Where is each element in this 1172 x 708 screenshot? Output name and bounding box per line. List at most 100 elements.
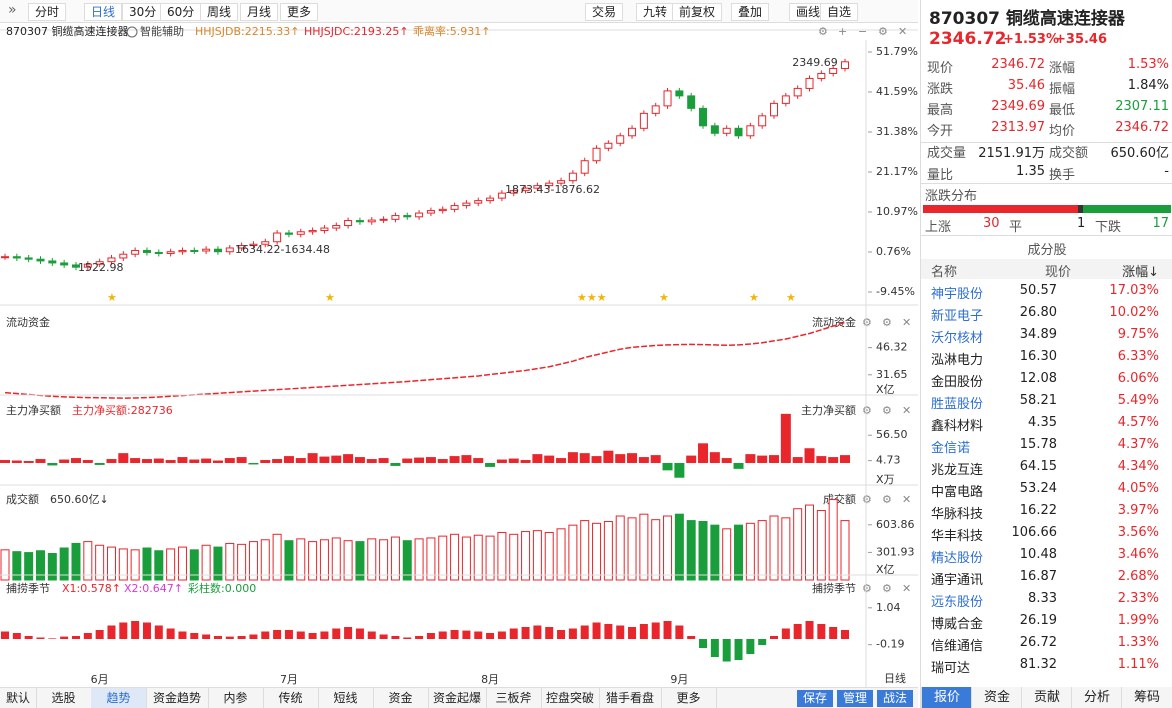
bottom-tab[interactable]: 短线 — [318, 688, 374, 708]
bottom-tab[interactable]: 传统 — [263, 688, 319, 708]
price-annotation: 1522.98 — [78, 261, 124, 274]
bottom-tab[interactable]: 选股 — [36, 688, 92, 708]
component-name[interactable]: 远东股份 — [931, 595, 984, 610]
volume-bar — [639, 513, 649, 581]
net-buy-bar — [425, 457, 436, 463]
candle-body — [284, 232, 293, 235]
toolbar-button[interactable]: 前复权 — [672, 3, 723, 21]
net-buy-bar — [23, 461, 34, 463]
toolbar-button[interactable]: 交易 — [585, 3, 624, 21]
flat-count: 1 — [1077, 216, 1086, 231]
field-label: 涨跌 — [927, 82, 954, 97]
volume-bar — [355, 541, 365, 581]
toolbar-button[interactable]: 60分 — [160, 3, 202, 21]
toolbar-button[interactable]: 周线 — [200, 3, 239, 21]
component-pct: 5.49% — [1117, 393, 1159, 408]
stock-title: 870307 铜缆高速连接器 — [929, 9, 1125, 29]
component-name[interactable]: 通宇通讯 — [931, 573, 984, 588]
component-name[interactable]: 华丰科技 — [931, 529, 984, 544]
collapse-icon[interactable]: » — [8, 2, 17, 18]
volume-bar — [461, 536, 471, 581]
season-bar — [474, 631, 483, 639]
components-title: 成分股 — [1027, 243, 1067, 258]
right-tab[interactable]: 资金 — [971, 687, 1022, 708]
distribution-bar — [1083, 205, 1171, 213]
volume-bar — [473, 534, 483, 581]
component-price: 10.48 — [1019, 547, 1057, 562]
toolbar-button[interactable]: 九转 — [636, 3, 675, 21]
toolbar-button[interactable]: 30分 — [122, 3, 164, 21]
bottom-action[interactable]: 管理 — [837, 690, 873, 707]
component-name[interactable]: 鑫科材料 — [931, 419, 984, 434]
right-tab[interactable]: 分析 — [1071, 687, 1122, 708]
toolbar-button[interactable]: 日线 — [84, 3, 123, 21]
y-tick-label: 603.86 — [876, 518, 915, 531]
net-buy-bar — [201, 458, 212, 463]
bottom-tab[interactable]: 更多 — [661, 688, 717, 708]
component-name[interactable]: 胜蓝股份 — [931, 397, 984, 412]
right-tab[interactable]: 贡献 — [1021, 687, 1072, 708]
stat-value: 1.35 — [1016, 164, 1045, 179]
bottom-tab[interactable]: 默认 — [0, 688, 37, 708]
component-name[interactable]: 华脉科技 — [931, 507, 984, 522]
net-buy-bar — [212, 460, 223, 463]
header-pct[interactable]: 涨幅↓ — [1122, 265, 1159, 280]
toolbar-button[interactable]: 更多 — [280, 3, 319, 21]
component-name[interactable]: 新亚电子 — [931, 309, 984, 324]
bottom-tabs: 默认 选股 趋势 资金趋势 内参 传统 短线 资金 资金起爆 三板斧 控盘突破 猎手看盘 更多 保存 管理战… — [0, 687, 918, 708]
toolbar-button[interactable]: 分时 — [28, 3, 67, 21]
volume-bar — [331, 537, 341, 581]
toolbar-button[interactable]: 叠加 — [731, 3, 770, 21]
component-name[interactable]: 瑞可达 — [931, 661, 971, 676]
component-name[interactable]: 中富电路 — [931, 485, 984, 500]
bottom-tab[interactable]: 资金趋势 — [146, 688, 209, 708]
bottom-tab[interactable]: 控盘突破 — [541, 688, 600, 708]
toolbar-button[interactable]: 画线 — [789, 3, 828, 21]
candle-body — [533, 185, 542, 189]
component-name[interactable]: 沃尔核材 — [931, 331, 984, 346]
component-name[interactable]: 兆龙互连 — [931, 463, 984, 478]
net-buy-bar — [11, 460, 22, 463]
component-name[interactable]: 神宇股份 — [931, 287, 984, 302]
season-bar — [71, 636, 80, 639]
bottom-tab[interactable]: 资金 — [373, 688, 429, 708]
component-name[interactable]: 博威合金 — [931, 617, 984, 632]
volume-bar — [272, 533, 282, 581]
candle-body — [71, 264, 80, 268]
toolbar: » 分时 日线 30分 60分 周线 月线 更多 交易 九转 前复权 叠加 画线 自选 — [0, 0, 918, 23]
candle-body — [675, 90, 684, 97]
bottom-tab[interactable]: 猎手看盘 — [599, 688, 662, 708]
candle-body — [450, 205, 459, 210]
volume-bar — [450, 533, 460, 581]
toolbar-button[interactable]: 月线 — [240, 3, 279, 21]
y-tick-label: 51.79% — [876, 45, 918, 58]
component-price: 16.30 — [1019, 349, 1057, 364]
component-pct: 4.05% — [1117, 481, 1159, 496]
component-pct: 1.99% — [1117, 613, 1159, 628]
bottom-tab[interactable]: 内参 — [208, 688, 264, 708]
star: ★ — [749, 291, 759, 304]
toolbar-button[interactable]: 自选 — [820, 3, 859, 21]
component-name[interactable]: 金田股份 — [931, 375, 984, 390]
field-label: 振幅 — [1049, 82, 1076, 97]
y-tick-label: -0.19 — [876, 638, 904, 651]
panel-icon: ✕ — [902, 404, 911, 417]
candle-body — [663, 90, 672, 107]
volume-bar — [225, 542, 235, 581]
bottom-action[interactable]: 保存 — [797, 690, 833, 707]
component-name[interactable]: 泓淋电力 — [931, 353, 984, 368]
right-tab[interactable]: 筹码 — [1121, 687, 1172, 708]
bottom-tab[interactable]: 趋势 — [91, 688, 147, 708]
component-name[interactable]: 金信诺 — [931, 441, 971, 456]
volume-bar — [284, 540, 294, 581]
net-buy-bar — [485, 462, 496, 467]
right-tab[interactable]: 报价 — [921, 687, 972, 708]
component-name[interactable]: 精达股份 — [931, 551, 984, 566]
bottom-tab[interactable]: 三板斧 — [486, 688, 542, 708]
component-name[interactable]: 信维通信 — [931, 639, 984, 654]
net-buy-bar — [556, 458, 567, 463]
field-value: 1.84% — [1127, 78, 1169, 93]
component-price: 64.15 — [1019, 459, 1057, 474]
bottom-tab[interactable]: 资金起爆 — [428, 688, 487, 708]
bottom-action[interactable]: 战法 — [877, 690, 913, 707]
